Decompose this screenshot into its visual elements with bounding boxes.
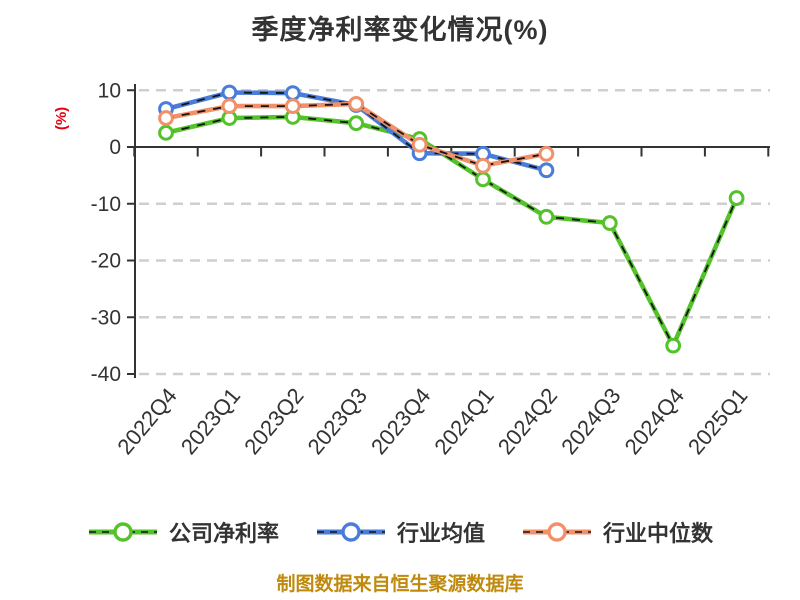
legend-marker-company-icon (88, 522, 157, 542)
x-tick-label: 2023Q1 (176, 383, 245, 459)
y-tick-label: -20 (91, 250, 121, 273)
x-tick-label: 2022Q4 (112, 383, 181, 459)
x-tick-label: 2025Q1 (683, 383, 752, 459)
data-point-marker (348, 95, 365, 112)
data-point-marker (665, 337, 682, 354)
y-tick-label: 10 (98, 79, 121, 102)
x-tick-label: 2024Q2 (493, 383, 562, 459)
y-tick-label: 0 (109, 136, 121, 159)
legend-label-industry-mean: 行业均值 (396, 521, 485, 546)
legend-item-industry-median: 行业中位数 (521, 516, 713, 548)
data-point-marker (158, 124, 174, 141)
axes (127, 84, 770, 378)
legend-item-company-net-margin: 公司净利率 (87, 516, 279, 548)
data-point-marker (221, 84, 238, 101)
y-tick-label: -40 (91, 363, 121, 386)
data-source-note: 制图数据来自恒生聚源数据库 (276, 574, 524, 595)
x-tick-label: 2024Q1 (429, 383, 498, 459)
x-tick-label: 2024Q3 (556, 383, 625, 459)
legend-marker-industry-mean-icon (316, 522, 385, 542)
x-tick-label: 2023Q3 (303, 383, 372, 459)
series-line-dash-overlay (165, 115, 738, 348)
legend: 公司净利率 行业均值 行业中位数 (0, 516, 800, 548)
data-point-marker (221, 98, 238, 115)
gridlines (139, 89, 770, 376)
x-tick-label: 2024Q4 (620, 383, 689, 459)
data-point-marker (601, 215, 618, 231)
x-tick-label: 2023Q2 (239, 383, 308, 459)
data-point-marker (411, 136, 428, 153)
y-tick-label: -30 (91, 306, 121, 329)
data-point-marker (728, 190, 745, 206)
data-point-marker (475, 171, 491, 188)
series-2 (158, 95, 555, 174)
y-tick-label: -10 (91, 193, 121, 216)
chart-title: 季度净利率变化情况(%) (251, 15, 549, 45)
data-point-marker (284, 85, 301, 101)
x-tick-label: 2023Q4 (366, 383, 435, 459)
data-point-marker (475, 157, 491, 174)
legend-item-industry-mean: 行业均值 (315, 516, 485, 548)
data-point-marker (538, 162, 555, 179)
data-point-marker (538, 208, 555, 225)
legend-label-industry-median: 行业中位数 (603, 521, 714, 546)
data-point-marker (284, 98, 301, 115)
legend-marker-industry-median-icon (523, 522, 591, 542)
series-0 (158, 109, 745, 354)
data-point-marker (348, 115, 365, 132)
legend-label-company-net-margin: 公司净利率 (168, 521, 279, 546)
data-point-marker (538, 145, 555, 162)
data-point-marker (158, 110, 174, 126)
